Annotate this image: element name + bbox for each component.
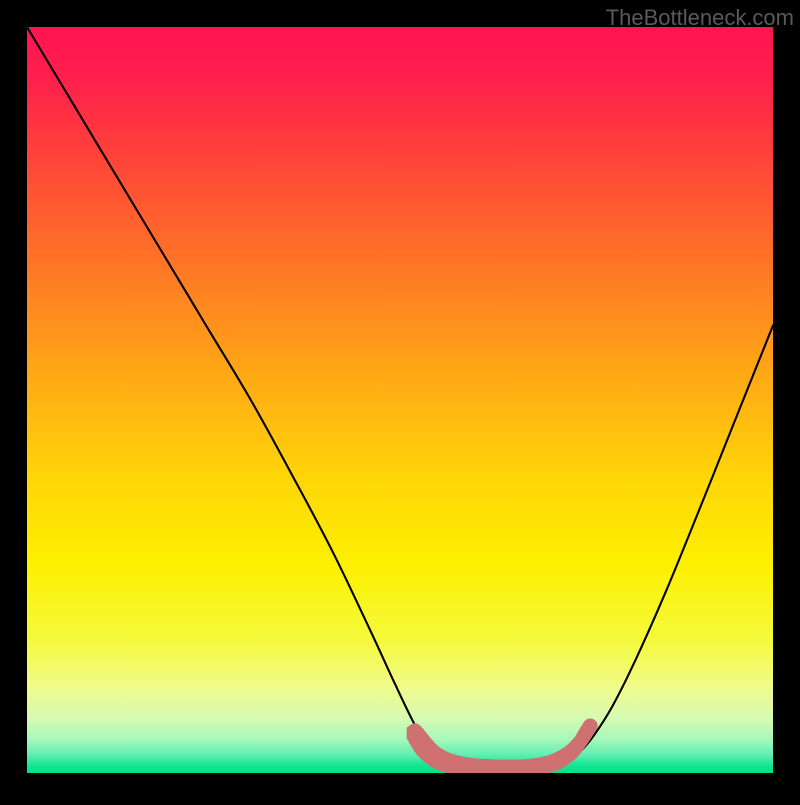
plot-area — [0, 0, 800, 805]
highlight-marker-dot — [583, 719, 598, 734]
gradient-background — [27, 27, 773, 773]
watermark-text: TheBottleneck.com — [606, 5, 794, 31]
plot-svg — [0, 0, 800, 800]
